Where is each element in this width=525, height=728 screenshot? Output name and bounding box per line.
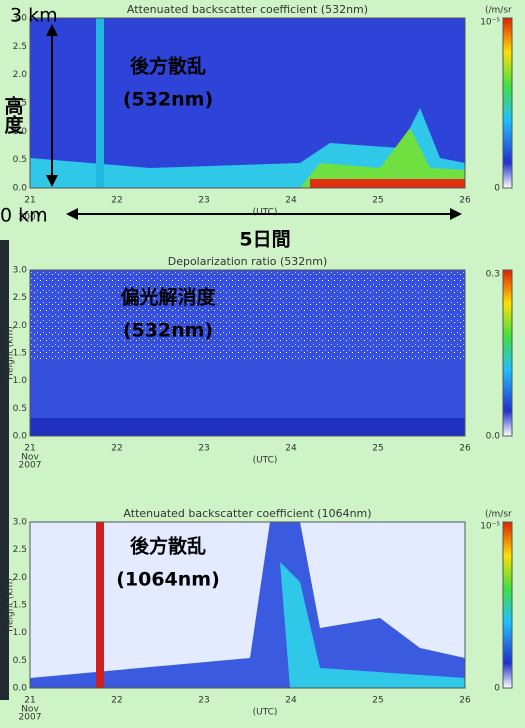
x-month: Nov xyxy=(21,453,39,463)
x-tick-label: 25 xyxy=(372,196,383,206)
x-tick-label: 26 xyxy=(459,696,471,706)
x-tick-label: 23 xyxy=(198,196,209,206)
span-label: 5日間 xyxy=(239,229,290,251)
panel-title: Depolarization ratio (532nm) xyxy=(168,255,328,268)
x-tick-label: 23 xyxy=(198,696,209,706)
overlay-label: 後方散乱 xyxy=(130,55,206,78)
colorbar xyxy=(502,521,513,689)
x-axis-label: (UTC) xyxy=(253,708,278,718)
y-tick-label: 2.5 xyxy=(13,545,27,555)
y-tick-label: 0.5 xyxy=(13,155,27,165)
x-year: 2007 xyxy=(19,461,42,471)
x-year: 2007 xyxy=(19,213,42,223)
y-tick-label: 2.0 xyxy=(13,573,28,583)
x-tick-label: 26 xyxy=(459,444,471,454)
x-tick-label: 22 xyxy=(111,444,122,454)
y-tick-label: 0.0 xyxy=(13,432,28,442)
colorbar-unit: (/m/sr xyxy=(485,6,512,16)
y-tick-label: 2.0 xyxy=(13,321,28,331)
x-tick-label: 21 xyxy=(24,196,35,206)
plot-frame xyxy=(29,17,466,189)
heatmap-band xyxy=(280,562,465,688)
overlay-label: (1064nm) xyxy=(116,569,220,591)
x-tick-label: 25 xyxy=(372,444,383,454)
y-tick-label: 0.0 xyxy=(13,184,28,194)
x-tick-label: 25 xyxy=(372,696,383,706)
overlay-label: (532nm) xyxy=(123,89,213,111)
y-tick-label: 1.5 xyxy=(13,601,27,611)
y-tick-label: 2.5 xyxy=(13,293,27,303)
x-tick-label: 24 xyxy=(285,444,297,454)
overlay-label: 後方散乱 xyxy=(130,535,206,558)
colorbar-unit: (/m/sr xyxy=(485,510,512,520)
plot-frame xyxy=(29,521,466,689)
y-tick-label: 1.5 xyxy=(13,349,27,359)
edge-strip xyxy=(0,240,9,700)
overlay-label: (532nm) xyxy=(123,320,213,342)
y-tick-label: 2.0 xyxy=(13,70,28,80)
bottom-km: 0 km xyxy=(0,205,48,227)
height-label: 高度 xyxy=(2,95,24,135)
y-tick-label: 1.0 xyxy=(13,376,28,386)
heatmap-band xyxy=(30,522,465,688)
colorbar-top: 0.3 xyxy=(486,270,500,280)
colorbar-bottom: 0 xyxy=(494,684,500,694)
x-month: Nov xyxy=(21,705,39,715)
y-tick-label: 0.5 xyxy=(13,656,27,666)
colorbar-top: 10⁻⁵ xyxy=(480,522,500,532)
heatmap-band xyxy=(96,18,104,188)
x-tick-label: 22 xyxy=(111,696,122,706)
x-year: 2007 xyxy=(19,713,42,723)
y-tick-label: 1.0 xyxy=(13,628,28,638)
panel-title: Attenuated backscatter coefficient (532n… xyxy=(127,3,368,16)
panel-title: Attenuated backscatter coefficient (1064… xyxy=(123,507,371,520)
heatmap-noise xyxy=(30,270,465,362)
heatmap-band xyxy=(310,179,465,188)
x-tick-label: 22 xyxy=(111,196,122,206)
x-axis-label: (UTC) xyxy=(253,208,278,218)
heatmap-band xyxy=(300,128,465,188)
top-km: 3 km xyxy=(10,5,58,27)
y-tick-label: 0.0 xyxy=(13,684,28,694)
colorbar-bottom: 0 xyxy=(494,184,500,194)
x-tick-label: 23 xyxy=(198,444,209,454)
y-tick-label: 3.0 xyxy=(13,518,28,528)
overlay-label: 偏光解消度 xyxy=(120,286,216,309)
y-tick-label: 0.5 xyxy=(13,404,27,414)
x-tick-label: 21 xyxy=(24,696,35,706)
x-tick-label: 24 xyxy=(285,696,297,706)
y-tick-label: 3.0 xyxy=(13,266,28,276)
colorbar xyxy=(502,269,513,437)
colorbar xyxy=(502,17,513,189)
y-tick-label: 1.0 xyxy=(13,127,28,137)
colorbar-top: 10⁻⁵ xyxy=(480,18,500,28)
y-axis-label: Height (km) xyxy=(6,326,16,380)
y-tick-label: 2.5 xyxy=(13,42,27,52)
x-tick-label: 21 xyxy=(24,444,35,454)
colorbar-bottom: 0.0 xyxy=(486,432,501,442)
x-tick-label: 26 xyxy=(459,196,471,206)
y-tick-label: 1.5 xyxy=(13,99,27,109)
y-tick-label: 3.0 xyxy=(13,14,28,24)
x-tick-label: 24 xyxy=(285,196,297,206)
plot-frame xyxy=(29,269,466,437)
y-axis-label: Height (km) xyxy=(6,578,16,632)
heatmap-band xyxy=(96,522,104,688)
x-axis-label: (UTC) xyxy=(253,456,278,466)
heatmap-band xyxy=(30,418,465,436)
